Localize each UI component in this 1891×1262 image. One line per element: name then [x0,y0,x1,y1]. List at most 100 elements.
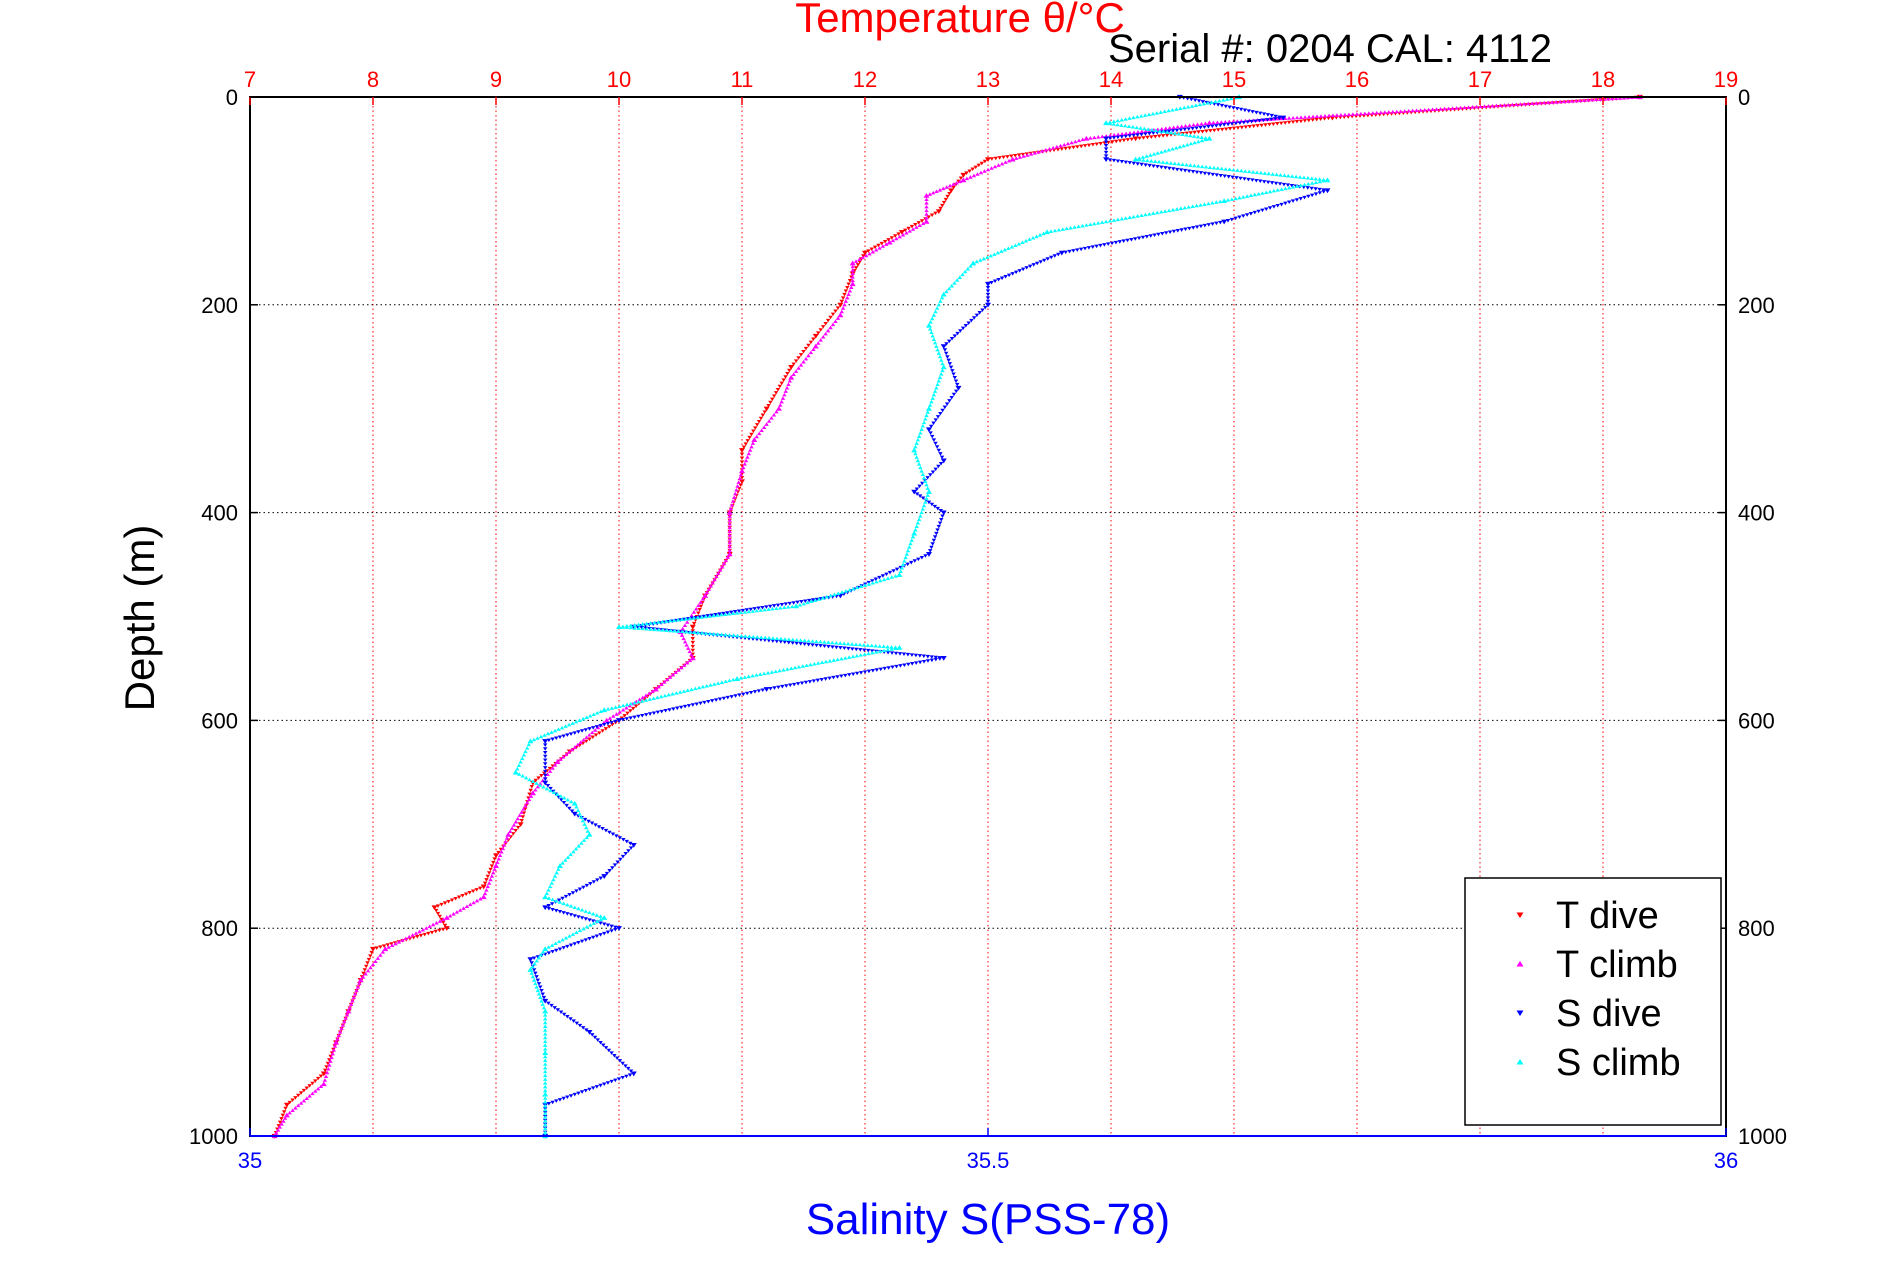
series-trail-marker [774,409,779,414]
series-trail-marker [1138,126,1143,130]
series-trail-marker [918,430,923,435]
series-trail-marker [488,877,493,882]
series-trail-marker [814,597,820,602]
series-trail-marker [818,639,823,644]
series-trail-marker [739,475,745,480]
series-trail-marker [930,470,936,474]
series-trail-marker [298,1101,304,1105]
series-trail-marker [915,437,921,442]
data-point [1132,136,1139,142]
data-point [480,884,487,890]
series-trail-marker [1170,146,1175,151]
series-trail-marker [1119,117,1124,122]
data-point [788,374,795,380]
series-trail-marker [579,815,584,819]
series-trail-marker [1211,165,1217,170]
series-trail-marker [1188,163,1193,167]
series-trail-marker [552,763,558,767]
series-trail-marker [1565,99,1571,103]
series-trail-marker [543,1035,548,1040]
series-trail-marker [543,1130,548,1134]
series-trail-marker [1134,125,1139,130]
series-trail-marker [1014,156,1019,160]
series-trail-marker [806,638,811,643]
series-trail-marker [735,484,740,488]
series-trail-marker [782,605,787,610]
series-trail-marker [836,591,841,595]
series-trail-marker [877,644,882,648]
series-trail-marker [889,575,894,579]
series-trail-marker [1309,193,1315,198]
series-trail-marker [839,309,844,314]
series-trail-marker [1218,123,1223,128]
series-trail-marker [915,458,921,463]
series-trail-marker [903,228,908,233]
series-trail-marker [656,627,661,632]
series-trail-marker [640,626,645,631]
series-trail-marker [590,735,595,740]
series-trail-marker [1256,209,1261,214]
series-trail-marker [1298,115,1304,119]
series-trail-marker [1180,132,1185,137]
series-trail-marker [1310,118,1315,122]
series-trail-marker [1108,133,1113,138]
series-trail-marker [739,452,745,457]
series-trail-marker [1156,232,1161,237]
series-trail-marker [1260,208,1265,213]
series-trail-marker [502,843,507,847]
series-trail-marker [1227,127,1233,131]
series-trail-marker [752,607,757,611]
series-trail-marker [1269,117,1274,122]
series-trail-marker [865,643,871,647]
series-trail-marker [1052,254,1057,258]
series-trail-marker [923,554,928,558]
series-trail-marker [551,789,556,794]
series-trail-marker [280,1113,285,1118]
series-trail-marker [679,633,685,637]
series-trail-marker [699,631,705,635]
series-trail-marker [620,708,626,712]
series-trail-marker [738,676,744,680]
series-trail-marker [1107,158,1113,162]
series-trail-marker [933,309,938,314]
series-trail-marker [1255,124,1260,128]
series-trail-marker [924,201,929,205]
series-trail-marker [1478,104,1483,109]
series-trail-marker [1239,168,1244,173]
series-trail-marker [594,1085,600,1089]
series-trail-marker [1317,191,1323,195]
series-trail-marker [523,775,529,780]
series-trail-marker [453,896,458,901]
series-trail-marker [1321,190,1326,194]
series-trail-marker [687,616,693,621]
series-trail-marker [591,921,597,925]
series-trail-marker [1301,175,1307,180]
series-trail-marker [837,641,843,645]
series-trail-marker [1382,110,1387,114]
series-trail-marker [587,737,592,742]
series-trail-marker [1082,144,1088,148]
series-trail-marker [562,796,567,800]
series-trail-marker [850,654,856,659]
series-trail-marker [921,654,927,659]
series-trail-marker [1117,240,1122,244]
series-trail-marker [1173,145,1179,150]
series-trail-marker [363,971,368,976]
series-trail-marker [904,552,910,556]
series-trail-marker [1289,183,1295,188]
series-trail-marker [699,615,704,619]
series-trail-marker [543,1043,548,1047]
series-trail-marker [628,709,633,713]
series-trail-marker [1107,219,1113,223]
series-trail-marker [612,863,618,867]
series-trail-marker [1235,168,1240,172]
series-trail-marker [1281,182,1287,187]
series-trail-marker [565,797,570,802]
series-trail-marker [543,1066,548,1070]
series-trail-marker [917,654,923,658]
series-trail-marker [590,1033,595,1037]
series-trail-marker [773,669,778,673]
series-trail-marker [714,574,719,579]
series-trail-marker [1209,100,1214,104]
data-point [512,769,519,775]
